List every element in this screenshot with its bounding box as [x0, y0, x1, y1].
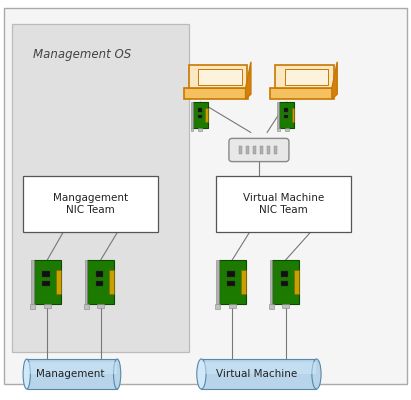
Bar: [215, 304, 220, 309]
Bar: [216, 176, 351, 232]
Bar: [191, 102, 192, 128]
Bar: [241, 270, 245, 294]
Text: Mangagement
NIC Team: Mangagement NIC Team: [53, 193, 128, 215]
Bar: [282, 304, 289, 308]
Bar: [285, 128, 289, 131]
Bar: [294, 270, 299, 294]
Polygon shape: [332, 62, 337, 99]
FancyBboxPatch shape: [27, 359, 117, 389]
Bar: [96, 270, 104, 277]
Text: Management: Management: [36, 369, 104, 379]
Bar: [42, 270, 50, 277]
Bar: [97, 304, 104, 308]
Bar: [199, 128, 202, 131]
Bar: [84, 304, 89, 309]
Ellipse shape: [23, 359, 30, 389]
Bar: [192, 102, 208, 128]
Bar: [85, 260, 88, 304]
Ellipse shape: [312, 359, 321, 389]
Bar: [281, 281, 288, 286]
Bar: [198, 69, 242, 85]
Bar: [34, 260, 61, 304]
Bar: [227, 281, 235, 286]
Bar: [206, 108, 208, 122]
Text: Management OS: Management OS: [33, 48, 131, 61]
Bar: [277, 102, 279, 128]
Bar: [267, 146, 270, 154]
Bar: [272, 260, 299, 304]
Text: Virtual Machine
NIC Team: Virtual Machine NIC Team: [243, 193, 324, 215]
FancyBboxPatch shape: [201, 359, 316, 389]
Ellipse shape: [113, 359, 121, 389]
Ellipse shape: [197, 359, 206, 389]
Bar: [30, 304, 35, 309]
Bar: [87, 260, 114, 304]
FancyBboxPatch shape: [201, 362, 316, 374]
Bar: [109, 270, 114, 294]
FancyBboxPatch shape: [184, 88, 247, 99]
FancyBboxPatch shape: [189, 65, 247, 88]
Bar: [229, 304, 236, 308]
Bar: [274, 146, 277, 154]
Bar: [277, 128, 279, 131]
FancyBboxPatch shape: [270, 88, 334, 99]
FancyBboxPatch shape: [275, 65, 334, 88]
Bar: [270, 260, 272, 304]
Bar: [23, 176, 158, 232]
Bar: [284, 114, 288, 118]
Bar: [96, 281, 104, 286]
Bar: [198, 108, 202, 112]
Bar: [42, 281, 50, 286]
Bar: [191, 128, 193, 131]
FancyBboxPatch shape: [229, 138, 289, 162]
Bar: [44, 304, 51, 308]
Bar: [292, 108, 294, 122]
Bar: [12, 24, 189, 352]
Bar: [279, 102, 294, 128]
Bar: [253, 146, 256, 154]
Polygon shape: [246, 62, 251, 99]
Bar: [284, 108, 288, 112]
Bar: [198, 114, 202, 118]
Bar: [31, 260, 34, 304]
Text: Virtual Machine: Virtual Machine: [216, 369, 297, 379]
Bar: [260, 146, 263, 154]
Bar: [56, 270, 61, 294]
Bar: [227, 270, 235, 277]
Bar: [239, 146, 242, 154]
Bar: [216, 260, 219, 304]
FancyBboxPatch shape: [27, 362, 117, 374]
Bar: [284, 69, 328, 85]
Bar: [219, 260, 245, 304]
Bar: [269, 304, 274, 309]
Bar: [246, 146, 249, 154]
Bar: [281, 270, 288, 277]
